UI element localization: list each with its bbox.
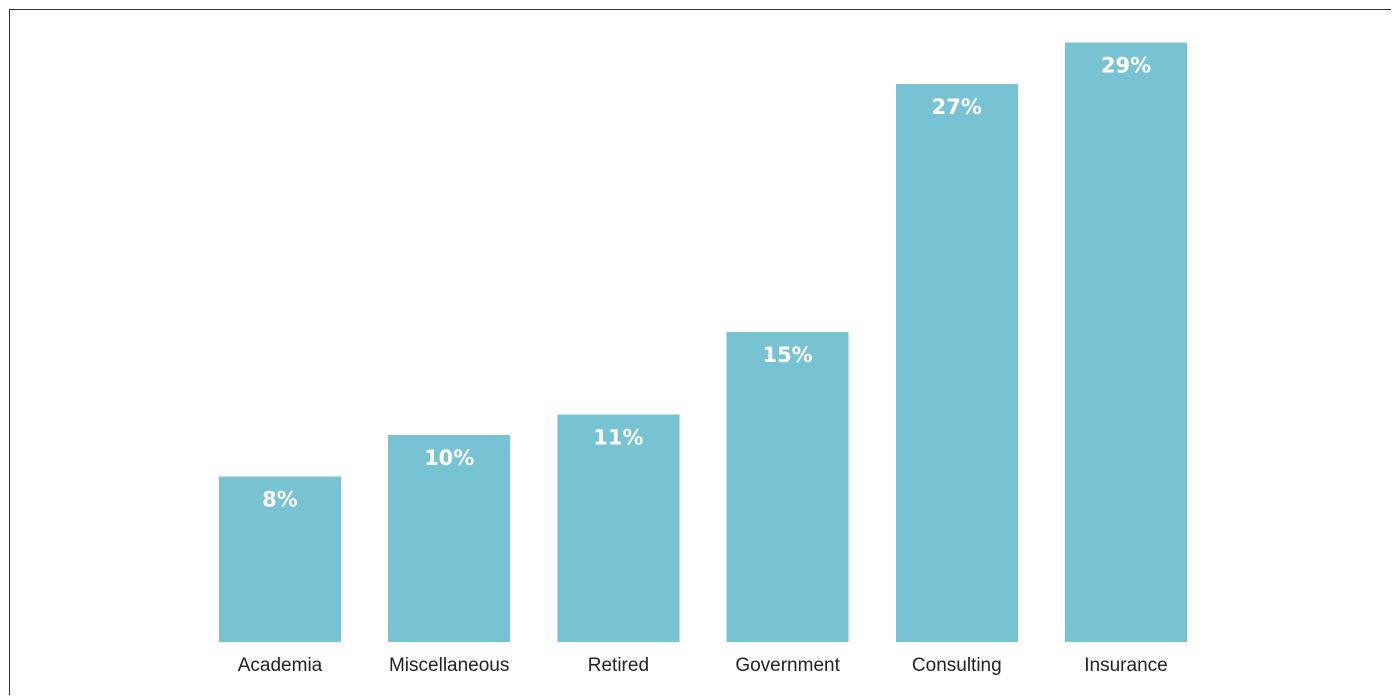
category-label-miscellaneous: Miscellaneous bbox=[389, 655, 509, 676]
bar-academia bbox=[219, 476, 341, 642]
category-label-consulting: Consulting bbox=[912, 655, 1002, 676]
bar-insurance bbox=[1065, 42, 1187, 642]
bar-consulting bbox=[895, 83, 1018, 643]
category-labels-layer: Academia Miscellaneous Retired Government Co… bbox=[238, 655, 1168, 676]
category-label-retired: Retired bbox=[588, 655, 649, 676]
data-label-government: 15% bbox=[762, 343, 812, 367]
chart-frame: 8% 10% 11% 15% 27% 29% Academia Miscellaneous R… bbox=[9, 9, 1391, 695]
bar-chart: 8% 10% 11% 15% 27% 29% Academia Miscellaneous R… bbox=[219, 42, 1187, 676]
data-label-academia: 8% bbox=[262, 488, 298, 512]
category-label-insurance: Insurance bbox=[1084, 655, 1167, 676]
bar-retired bbox=[557, 414, 680, 642]
data-label-consulting: 27% bbox=[932, 95, 982, 119]
bar-miscellaneous bbox=[388, 435, 511, 642]
data-label-miscellaneous: 10% bbox=[424, 446, 474, 470]
bar-government bbox=[726, 331, 849, 642]
data-label-insurance: 29% bbox=[1101, 53, 1151, 77]
bars-layer bbox=[219, 42, 1187, 643]
category-label-government: Government bbox=[735, 655, 840, 676]
data-labels-layer: 8% 10% 11% 15% 27% 29% bbox=[262, 53, 1151, 511]
data-label-retired: 11% bbox=[593, 426, 643, 450]
category-label-academia: Academia bbox=[238, 655, 323, 676]
